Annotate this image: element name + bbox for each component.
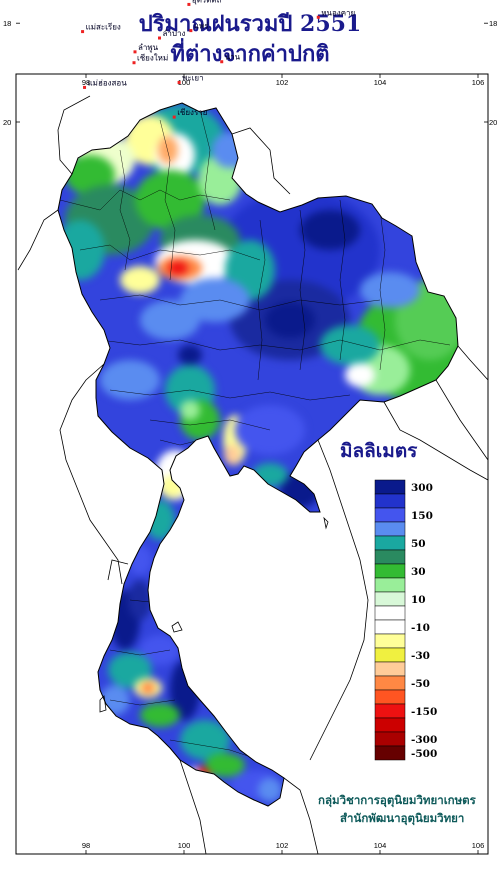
legend-swatch [374, 493, 406, 509]
legend-swatch [374, 605, 406, 621]
province-label: อุตรดิตถ์ [192, 0, 222, 4]
credit-line2: สำนักพัฒนาอุตุนิยมวิทยา [340, 811, 465, 825]
province-label: เชียงราย [177, 108, 207, 117]
province-labels: เชียงราย แม่ฮ่องสอน พะเยา เชียงใหม่ลำพูนน่า… [86, 0, 356, 117]
legend-label: 10 [411, 594, 426, 606]
latitude-labels-left: 20181614121086 [3, 19, 20, 127]
color-legend: 300 150 50 30 10 -10 -30 -50 -150 -300 -500 [374, 479, 437, 761]
longitude-labels-top: 98 100 102 104 106 [82, 74, 484, 87]
legend-swatch [374, 479, 406, 495]
station-marker [132, 61, 136, 65]
legend-swatch [374, 689, 406, 705]
lon-label-bottom: 98 [82, 841, 90, 850]
lon-label-top: 104 [374, 78, 387, 87]
legend-label: -10 [411, 622, 430, 634]
province-label: ลำปาง [163, 29, 186, 38]
legend-swatch [374, 661, 406, 677]
lon-label-top: 98 [82, 78, 90, 87]
legend-label: 50 [411, 538, 426, 550]
station-markers [81, 2, 320, 119]
lon-label-bottom: 106 [472, 841, 485, 850]
legend-swatch [374, 717, 406, 733]
station-marker [187, 2, 191, 6]
lat-label-left: 20 [3, 118, 11, 127]
legend-swatch [374, 745, 406, 761]
station-marker [172, 115, 176, 119]
province-label: แม่สะเรียง [86, 23, 121, 32]
legend-swatch [374, 731, 406, 747]
islands [99, 516, 329, 713]
legend-label: 150 [411, 510, 433, 522]
legend-swatch [374, 619, 406, 635]
station-marker [316, 15, 320, 19]
station-marker [83, 85, 87, 89]
latitude-labels-right: 20181614121086 [484, 19, 497, 127]
legend-label: 30 [411, 566, 426, 578]
legend-swatch [374, 591, 406, 607]
station-marker [220, 60, 224, 64]
lat-label-left: 18 [3, 19, 11, 28]
station-marker [177, 80, 181, 84]
lon-label-top: 100 [178, 78, 191, 87]
legend-label: -300 [411, 734, 437, 746]
province-label: แพร่ [194, 22, 209, 31]
lon-label-bottom: 100 [178, 841, 191, 850]
neighbor-borders [17, 95, 488, 854]
legend-swatch [374, 563, 406, 579]
legend-swatch [374, 507, 406, 523]
legend-swatch [374, 675, 406, 691]
station-marker [81, 30, 85, 34]
lat-label-right: 20 [489, 118, 497, 127]
province-label: น่าน [225, 53, 241, 62]
legend-title: มิลลิเมตร [340, 440, 418, 462]
legend-swatch [374, 577, 406, 593]
legend-swatch [374, 535, 406, 551]
legend-swatch [374, 633, 406, 649]
province-label: เชียงใหม่ [137, 54, 168, 63]
legend-label: -500 [411, 748, 437, 760]
lon-label-bottom: 104 [374, 841, 387, 850]
station-marker [158, 36, 161, 40]
legend-swatch [374, 549, 406, 565]
legend-label: -150 [411, 706, 437, 718]
station-marker [189, 29, 193, 33]
station-marker [133, 50, 137, 54]
credit-line1: กลุ่มวิชาการอุตุนิยมวิทยาเกษตร [318, 793, 476, 807]
lon-label-top: 106 [472, 78, 485, 87]
legend-swatch [374, 647, 406, 663]
legend-swatch [374, 703, 406, 719]
lon-label-bottom: 102 [276, 841, 289, 850]
province-label: พะเยา [182, 73, 203, 82]
longitude-labels-bottom: 98 100 102 104 106 [82, 841, 484, 854]
province-label: ลำพูน [138, 43, 159, 53]
province-label: หนองคาย [321, 8, 355, 17]
legend-label: -50 [411, 678, 430, 690]
province-label: แม่ฮ่องสอน [88, 78, 128, 87]
map-title-line1: ปริมาณฝนรวมปี 2551 [138, 11, 362, 37]
lon-label-top: 102 [276, 78, 289, 87]
legend-swatch [374, 521, 406, 537]
map-title-line2: ที่ต่างจากค่าปกติ [170, 41, 330, 67]
legend-label: 300 [411, 482, 433, 494]
legend-label: -30 [411, 650, 430, 662]
lat-label-right: 18 [489, 19, 497, 28]
